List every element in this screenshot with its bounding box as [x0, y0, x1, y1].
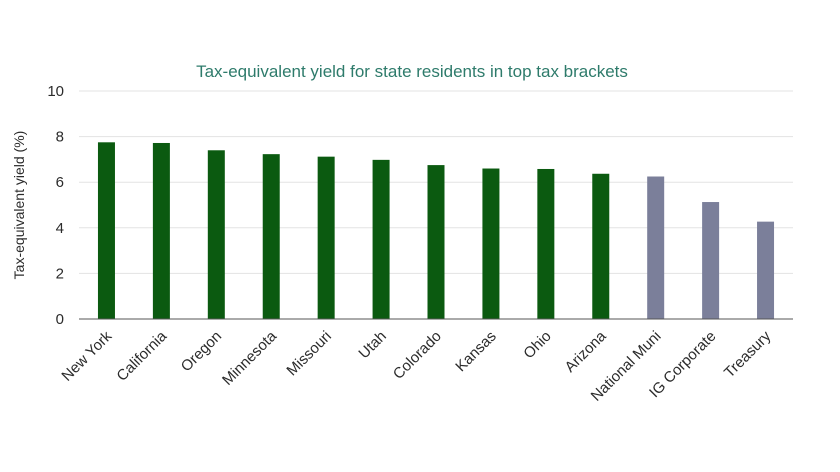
- y-axis-ticks: 0 2 4 6 8 10: [47, 83, 64, 328]
- x-tick-label: Ohio: [520, 328, 554, 362]
- bar-national-muni: [647, 176, 665, 319]
- y-tick-label: 8: [56, 129, 64, 146]
- x-tick-label: Utah: [355, 328, 389, 362]
- x-tick-label: Treasury: [721, 327, 775, 381]
- bar-new-york: [97, 142, 115, 319]
- x-tick-label: Oregon: [178, 328, 225, 375]
- bar-missouri: [317, 156, 335, 319]
- x-tick-label: New York: [58, 327, 115, 384]
- bar-ig-corporate: [702, 202, 720, 319]
- y-tick-label: 2: [56, 265, 64, 282]
- bar-california: [152, 142, 170, 319]
- x-tick-label: Kansas: [452, 328, 499, 375]
- y-axis-label: Tax-equivalent yield (%): [11, 131, 27, 280]
- bar-colorado: [427, 165, 445, 319]
- y-tick-label: 10: [47, 83, 64, 100]
- x-tick-label: Minnesota: [219, 327, 280, 388]
- chart-title: Tax-equivalent yield for state residents…: [196, 62, 628, 81]
- y-tick-label: 0: [56, 311, 64, 328]
- bar-utah: [372, 159, 390, 319]
- bars: [97, 142, 775, 319]
- x-tick-label: Arizona: [562, 327, 610, 375]
- y-tick-label: 4: [56, 220, 64, 237]
- y-tick-label: 6: [56, 174, 64, 191]
- bar-kansas: [482, 168, 500, 319]
- bar-arizona: [592, 173, 610, 319]
- bar-ohio: [537, 168, 555, 319]
- bar-minnesota: [262, 154, 280, 319]
- x-tick-label: California: [113, 327, 170, 384]
- bar-oregon: [207, 150, 225, 319]
- x-tick-label: Colorado: [390, 328, 445, 383]
- bar-treasury: [757, 221, 775, 319]
- x-tick-label: Missouri: [283, 328, 335, 380]
